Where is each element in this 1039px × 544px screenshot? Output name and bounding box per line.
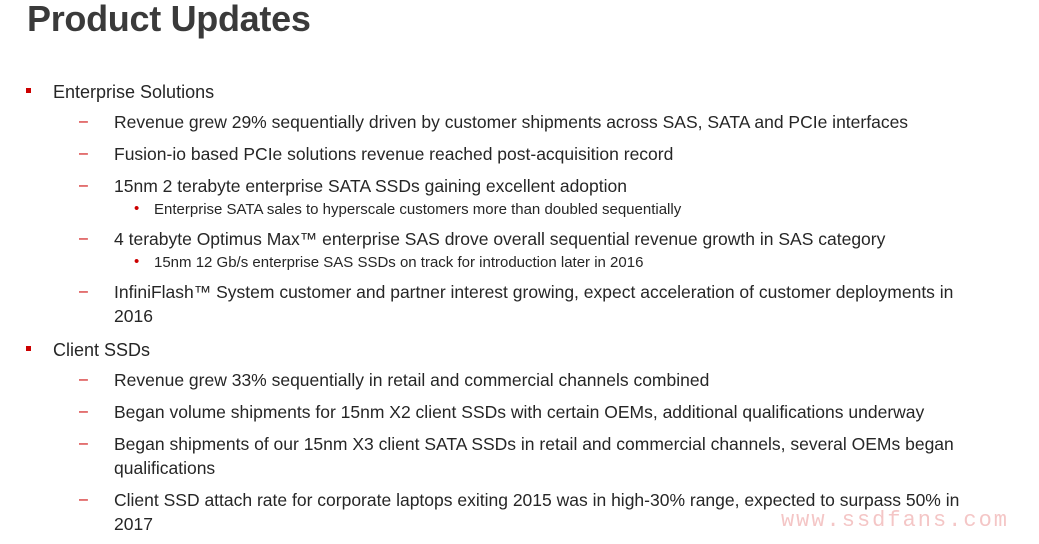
list-item: – Client SSD attach rate for corporate l… <box>0 488 1039 536</box>
list-item: – Began shipments of our 15nm X3 client … <box>0 432 1039 480</box>
sub-list-item: • Enterprise SATA sales to hyperscale cu… <box>0 200 1039 220</box>
square-bullet-icon <box>26 346 31 351</box>
watermark: www.ssdfans.com <box>780 508 1009 533</box>
list-item-text: Revenue grew 29% sequentially driven by … <box>114 112 909 132</box>
dash-bullet-icon: – <box>79 283 88 300</box>
list-item-text: 4 terabyte Optimus Max™ enterprise SAS d… <box>114 229 886 249</box>
section-client-ssds: Client SSDs <box>0 336 1039 364</box>
dash-bullet-icon: – <box>79 371 88 388</box>
list-item: – Fusion-io based PCIe solutions revenue… <box>0 142 1039 166</box>
dash-bullet-icon: – <box>79 113 88 130</box>
square-bullet-icon <box>26 88 31 93</box>
list-item-text: Revenue grew 33% sequentially in retail … <box>114 370 710 390</box>
sub-list-item: • 15nm 12 Gb/s enterprise SAS SSDs on tr… <box>0 253 1039 273</box>
section-enterprise-solutions: Enterprise Solutions <box>0 78 1039 106</box>
list-item: – InfiniFlash™ System customer and partn… <box>0 280 1039 328</box>
dash-bullet-icon: – <box>79 435 88 452</box>
dash-bullet-icon: – <box>79 145 88 162</box>
list-item-text: InfiniFlash™ System customer and partner… <box>114 282 954 326</box>
dash-bullet-icon: – <box>79 230 88 247</box>
list-item: – Revenue grew 33% sequentially in retai… <box>0 368 1039 392</box>
list-item: – 15nm 2 terabyte enterprise SATA SSDs g… <box>0 174 1039 198</box>
list-item: – 4 terabyte Optimus Max™ enterprise SAS… <box>0 227 1039 251</box>
dash-bullet-icon: – <box>79 177 88 194</box>
dash-bullet-icon: – <box>79 491 88 508</box>
section-label: Enterprise Solutions <box>53 82 215 102</box>
list-item-text: Fusion-io based PCIe solutions revenue r… <box>114 144 674 164</box>
bullet-list: Enterprise Solutions – Revenue grew 29% … <box>0 78 1039 544</box>
dot-bullet-icon: • <box>134 200 140 217</box>
list-item-text: Client SSD attach rate for corporate lap… <box>114 490 960 534</box>
dot-bullet-icon: • <box>134 253 140 270</box>
sub-list-item-text: Enterprise SATA sales to hyperscale cust… <box>154 201 682 218</box>
sub-list-item-text: 15nm 12 Gb/s enterprise SAS SSDs on trac… <box>154 254 644 271</box>
section-label: Client SSDs <box>53 340 151 360</box>
list-item-text: 15nm 2 terabyte enterprise SATA SSDs gai… <box>114 176 627 196</box>
list-item: – Revenue grew 29% sequentially driven b… <box>0 110 1039 134</box>
list-item-text: Began shipments of our 15nm X3 client SA… <box>114 434 954 478</box>
page-title: Product Updates <box>27 0 311 39</box>
dash-bullet-icon: – <box>79 403 88 420</box>
list-item-text: Began volume shipments for 15nm X2 clien… <box>114 402 925 422</box>
list-item: – Began volume shipments for 15nm X2 cli… <box>0 400 1039 424</box>
